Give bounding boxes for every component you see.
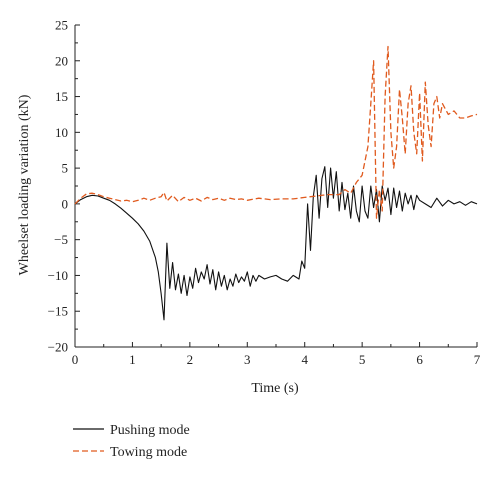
x-tick-label: 4: [301, 352, 308, 367]
x-tick-label: 6: [416, 352, 423, 367]
y-tick-label: −10: [48, 268, 68, 283]
legend: Pushing mode Towing mode: [73, 423, 190, 460]
y-tick-label: 25: [55, 18, 68, 33]
y-tick-label: 20: [55, 53, 68, 68]
y-tick-label: −5: [54, 232, 68, 247]
x-tick-label: 7: [474, 352, 481, 367]
y-tick-label: −15: [48, 304, 68, 319]
y-tick-label: 0: [62, 196, 69, 211]
x-tick-label: 5: [359, 352, 366, 367]
series-layer: [74, 45, 478, 321]
axes-layer: 0 1 2 3 4 5 6 7 −20 −15 −10 −5 0 5 10 15 20 25: [48, 18, 481, 368]
y-tick-label: 10: [55, 125, 68, 140]
x-axis-title: Time (s): [251, 381, 299, 396]
x-tick-label: 2: [187, 352, 194, 367]
y-tick-label: 15: [55, 89, 68, 104]
legend-label-pushing-mode: Pushing mode: [110, 423, 190, 438]
x-tick-label: 1: [129, 352, 136, 367]
y-tick-label: 5: [62, 161, 69, 176]
labels-layer: Time (s) Wheelset loading variation (kN): [17, 94, 299, 396]
x-tick-label: 3: [244, 352, 251, 367]
series-line-pushing-mode: [74, 166, 478, 321]
series-line-towing-mode: [74, 45, 478, 219]
y-axis-title: Wheelset loading variation (kN): [17, 94, 32, 275]
legend-label-towing-mode: Towing mode: [110, 445, 187, 460]
x-tick-label: 0: [72, 352, 79, 367]
y-tick-label: −20: [48, 340, 68, 355]
